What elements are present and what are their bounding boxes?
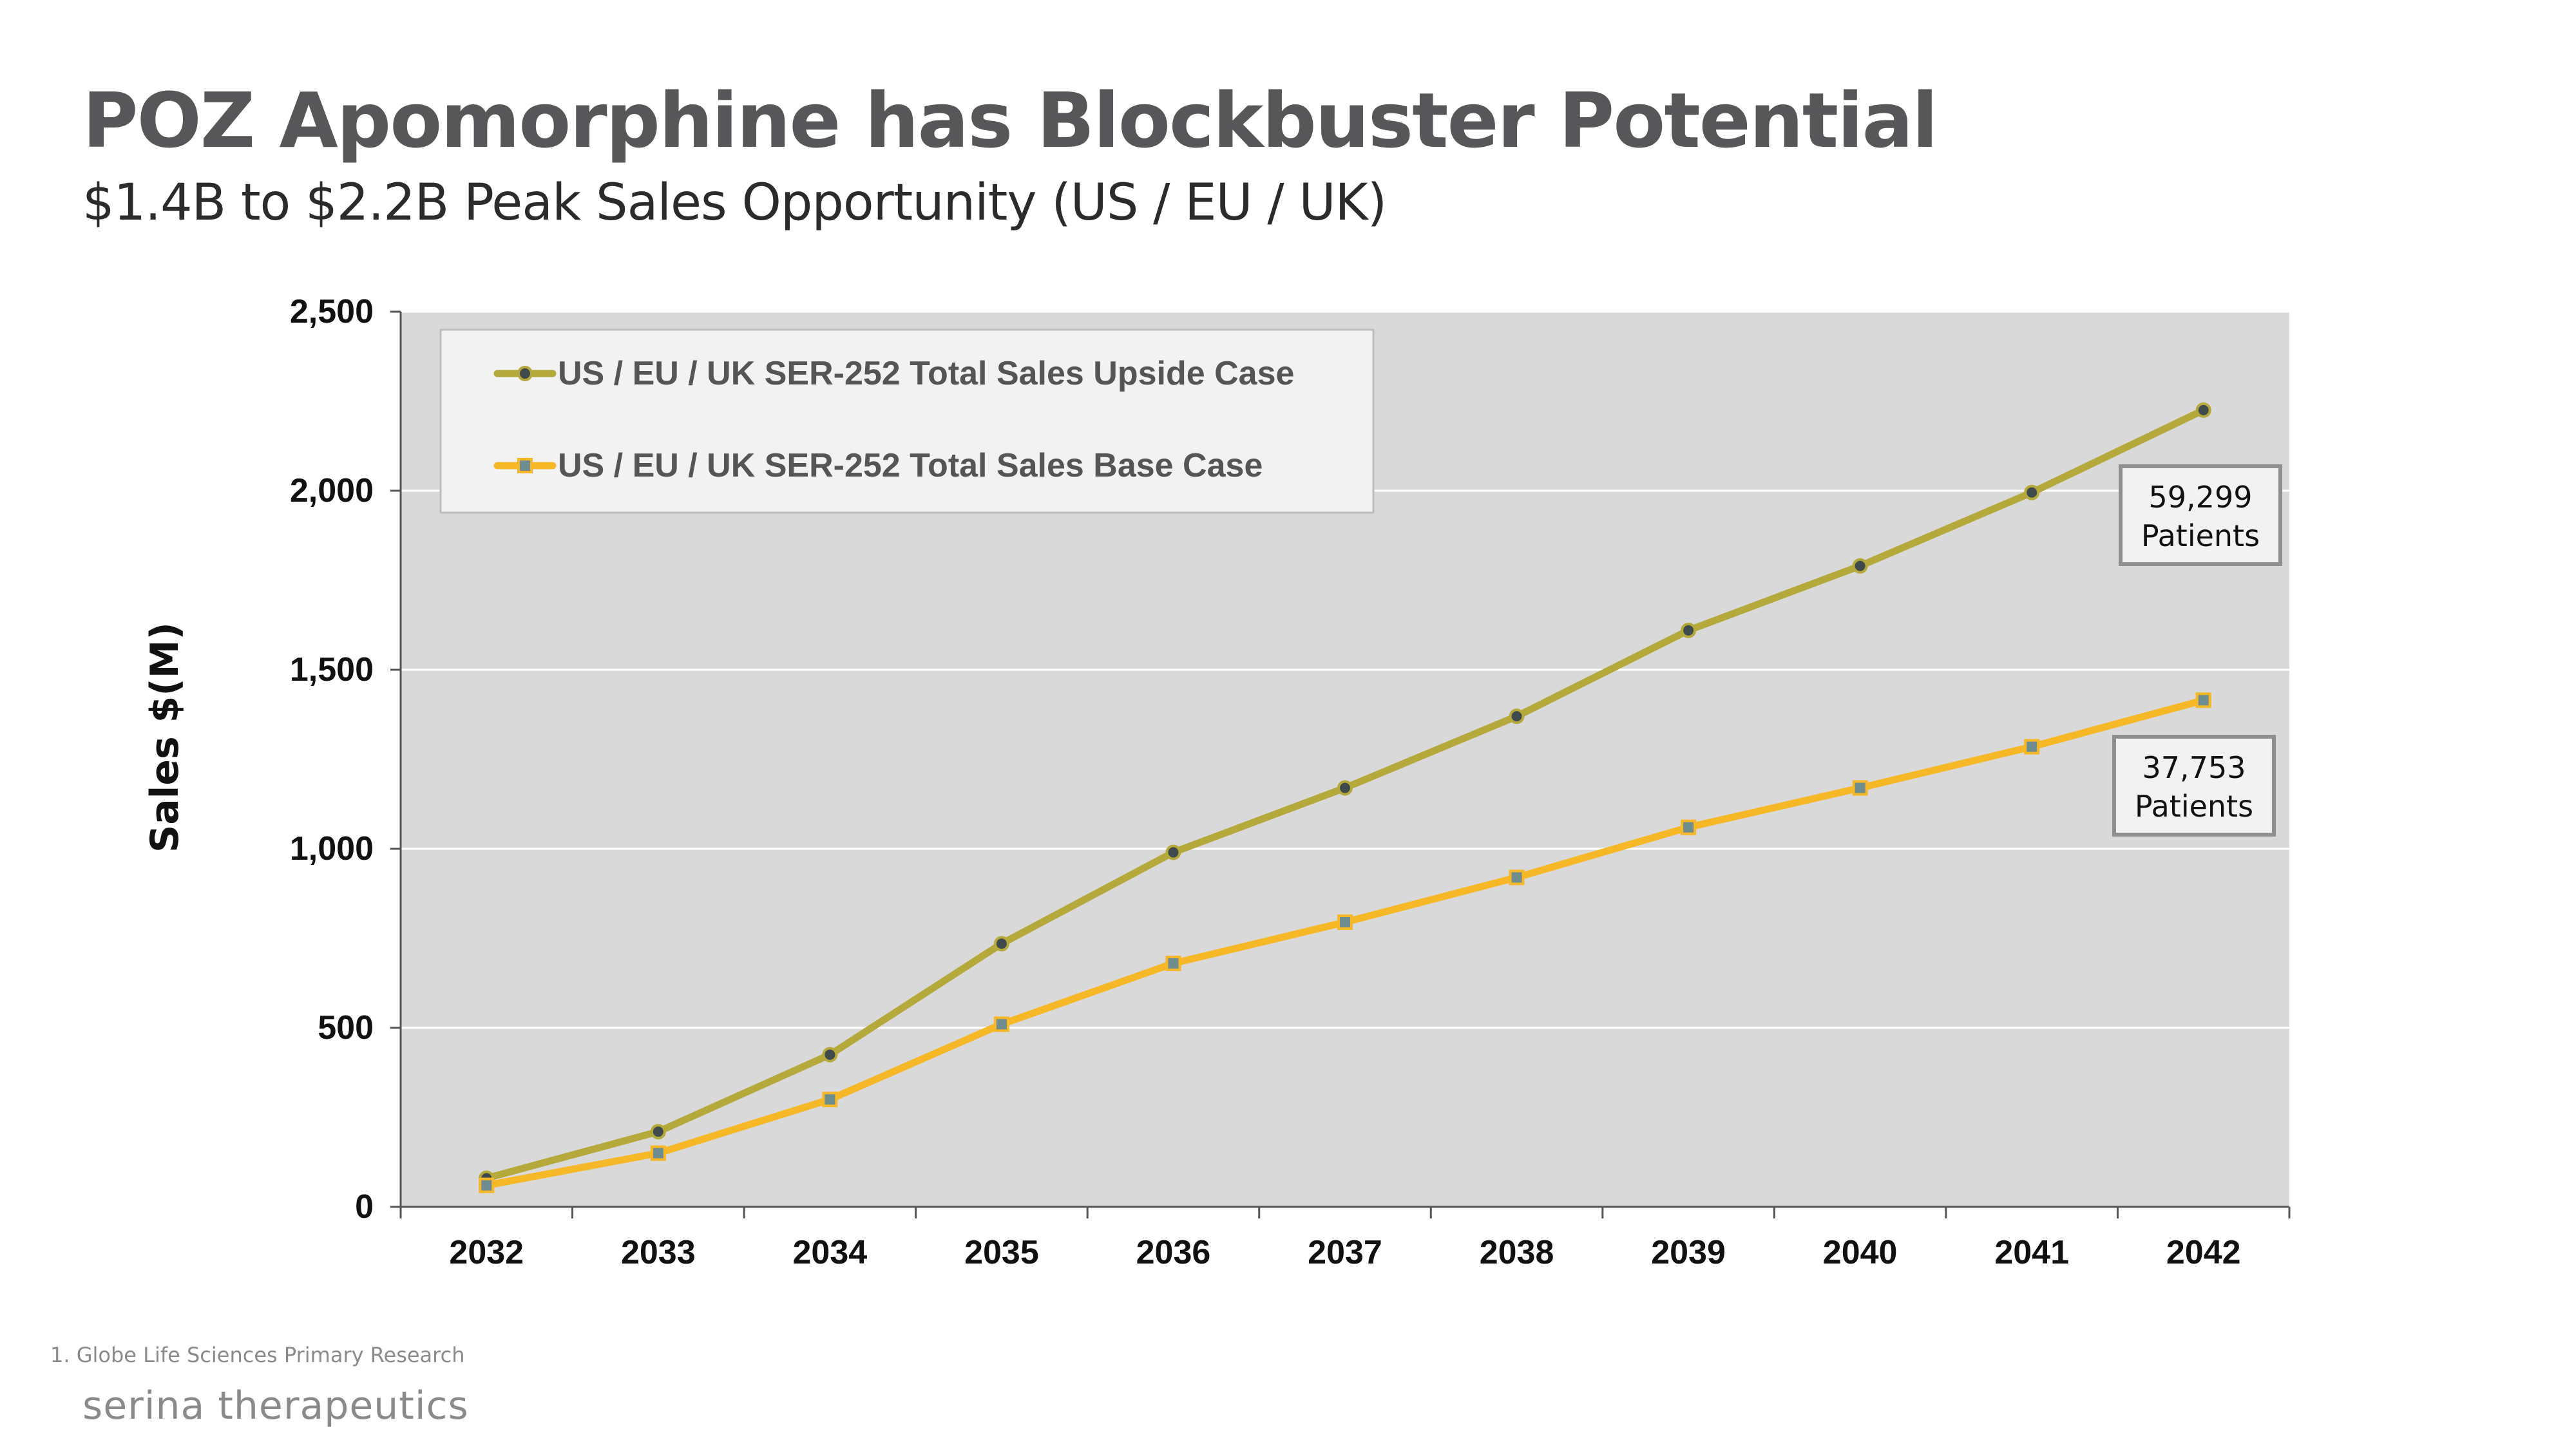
x-tick-label: 2041 bbox=[1994, 1234, 2069, 1271]
x-tick-label: 2032 bbox=[449, 1234, 524, 1271]
data-point bbox=[650, 1124, 666, 1140]
y-tick-label: 2,500 bbox=[290, 293, 374, 330]
y-tick-label: 1,500 bbox=[290, 651, 374, 688]
page-title: POZ Apomorphine has Blockbuster Potentia… bbox=[82, 76, 1938, 165]
data-point bbox=[2024, 739, 2040, 755]
y-tick-label: 500 bbox=[318, 1009, 374, 1046]
x-tick-label: 2037 bbox=[1308, 1234, 1382, 1271]
legend-label: US / EU / UK SER-252 Total Sales Base Ca… bbox=[558, 447, 1263, 484]
legend-marker bbox=[517, 366, 533, 381]
data-point bbox=[650, 1145, 666, 1161]
patients-callout-box bbox=[2112, 735, 2276, 837]
callout-value: 59,299 bbox=[2149, 480, 2253, 515]
x-tick-label: 2038 bbox=[1480, 1234, 1554, 1271]
x-tick-label: 2036 bbox=[1136, 1234, 1211, 1271]
legend-label: US / EU / UK SER-252 Total Sales Upside … bbox=[558, 355, 1294, 392]
page-subtitle: $1.4B to $2.2B Peak Sales Opportunity (U… bbox=[82, 174, 1387, 232]
data-point bbox=[822, 1092, 838, 1108]
callout-label: Patients bbox=[2135, 789, 2253, 824]
data-point bbox=[993, 936, 1009, 952]
x-tick-label: 2033 bbox=[621, 1234, 696, 1271]
data-point bbox=[1852, 780, 1868, 796]
data-point bbox=[993, 1016, 1009, 1032]
y-tick-label: 1,000 bbox=[290, 830, 374, 867]
x-tick-label: 2035 bbox=[964, 1234, 1039, 1271]
company-logo: serina therapeutics bbox=[82, 1383, 469, 1428]
x-tick-label: 2034 bbox=[793, 1234, 868, 1271]
data-point bbox=[1165, 844, 1181, 860]
data-point bbox=[479, 1177, 495, 1193]
data-point bbox=[1337, 914, 1353, 930]
y-tick-label: 2,000 bbox=[290, 472, 374, 509]
data-point bbox=[1852, 558, 1868, 574]
x-tick-label: 2039 bbox=[1651, 1234, 1726, 1271]
data-point bbox=[1681, 819, 1697, 835]
x-tick-label: 2042 bbox=[2166, 1234, 2241, 1271]
callout-value: 37,753 bbox=[2142, 750, 2246, 785]
y-tick-label: 0 bbox=[355, 1188, 374, 1226]
legend-box bbox=[439, 328, 1375, 514]
data-point bbox=[1165, 955, 1181, 971]
data-point bbox=[2024, 484, 2040, 500]
data-point bbox=[1509, 708, 1525, 724]
data-point bbox=[1681, 622, 1697, 638]
data-point bbox=[822, 1046, 838, 1063]
patients-callout-box bbox=[2119, 464, 2282, 566]
y-axis-label: Sales $(M) bbox=[142, 622, 187, 853]
data-point bbox=[2195, 692, 2211, 708]
data-point bbox=[1509, 869, 1525, 886]
callout-label: Patients bbox=[2141, 518, 2260, 553]
x-tick-label: 2040 bbox=[1823, 1234, 1898, 1271]
legend-marker bbox=[517, 458, 533, 473]
footnote: 1. Globe Life Sciences Primary Research bbox=[50, 1343, 465, 1367]
data-point bbox=[2195, 402, 2211, 418]
data-point bbox=[1337, 780, 1353, 796]
